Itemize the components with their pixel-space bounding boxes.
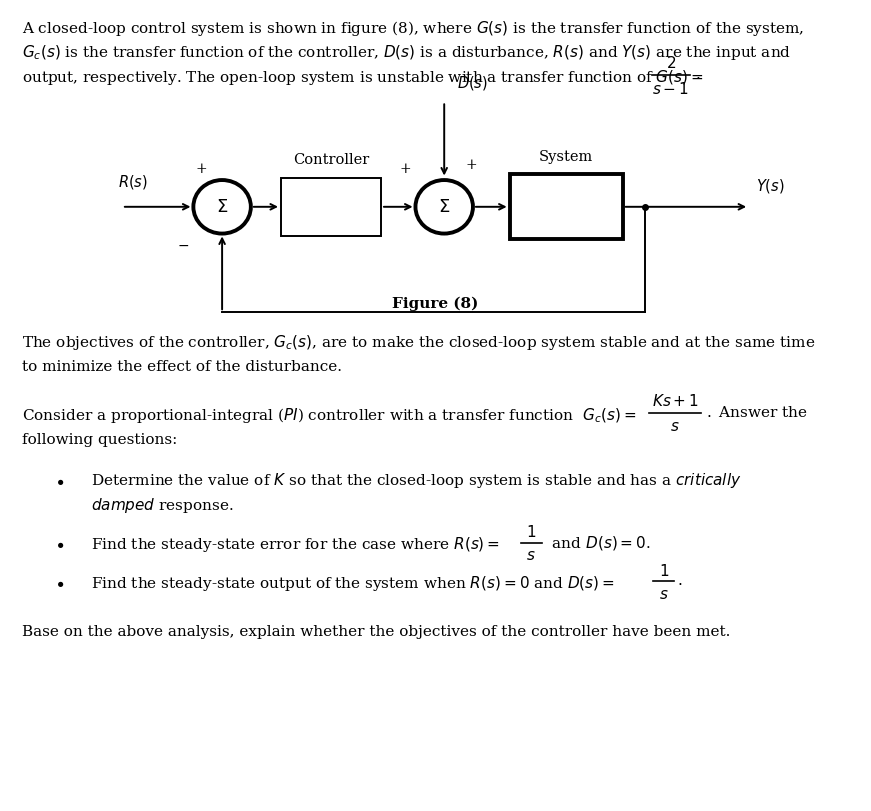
Text: $\bullet$: $\bullet$ bbox=[54, 574, 64, 592]
Text: $2$: $2$ bbox=[665, 55, 676, 71]
Text: $s$: $s$ bbox=[670, 420, 680, 435]
Text: $\mathit{damped}$ response.: $\mathit{damped}$ response. bbox=[91, 496, 234, 515]
Text: $D(s)$: $D(s)$ bbox=[457, 74, 489, 92]
Text: $\Sigma$: $\Sigma$ bbox=[216, 198, 228, 216]
Text: Find the steady-state error for the case where $R(s) =$: Find the steady-state error for the case… bbox=[91, 534, 501, 554]
Text: $1$: $1$ bbox=[526, 524, 537, 540]
Text: $.$: $.$ bbox=[677, 574, 686, 589]
Text: $\Sigma$: $\Sigma$ bbox=[438, 198, 450, 216]
Text: to minimize the effect of the disturbance.: to minimize the effect of the disturbanc… bbox=[22, 359, 341, 374]
Text: +: + bbox=[195, 162, 206, 176]
Text: +: + bbox=[466, 158, 477, 173]
FancyBboxPatch shape bbox=[280, 178, 381, 236]
Text: Find the steady-state output of the system when $R(s) = 0$ and $D(s) =$: Find the steady-state output of the syst… bbox=[91, 573, 615, 593]
Text: $.$: $.$ bbox=[695, 67, 705, 82]
Text: $s$: $s$ bbox=[658, 588, 669, 603]
Text: $Y(s)$: $Y(s)$ bbox=[756, 177, 785, 195]
Text: Determine the value of $K$ so that the closed-loop system is stable and has a $\: Determine the value of $K$ so that the c… bbox=[91, 471, 742, 491]
Text: following questions:: following questions: bbox=[22, 432, 177, 447]
Text: Controller: Controller bbox=[293, 152, 369, 167]
Text: $\bullet$: $\bullet$ bbox=[54, 472, 64, 490]
Text: $G_c(s)$: $G_c(s)$ bbox=[310, 196, 352, 217]
Text: $\bullet$: $\bullet$ bbox=[54, 535, 64, 553]
Text: $s - 1$: $s - 1$ bbox=[652, 81, 689, 97]
Text: System: System bbox=[539, 149, 593, 164]
Text: $s$: $s$ bbox=[526, 549, 537, 564]
Text: $.$ Answer the: $.$ Answer the bbox=[706, 406, 808, 420]
Text: $R(s)$: $R(s)$ bbox=[118, 173, 147, 191]
Text: Consider a proportional-integral ($PI$) controller with a transfer function  $G_: Consider a proportional-integral ($PI$) … bbox=[22, 406, 636, 425]
Text: A closed-loop control system is shown in figure (8), where $G(s)$ is the transfe: A closed-loop control system is shown in… bbox=[22, 19, 804, 38]
Text: $G_c(s)$ is the transfer function of the controller, $D(s)$ is a disturbance, $R: $G_c(s)$ is the transfer function of the… bbox=[22, 43, 791, 62]
Text: $G(s)$: $G(s)$ bbox=[549, 197, 584, 217]
Text: +: + bbox=[400, 162, 411, 176]
Text: and $D(s) = 0$.: and $D(s) = 0$. bbox=[547, 534, 651, 551]
Text: The objectives of the controller, $G_c(s)$, are to make the closed-loop system s: The objectives of the controller, $G_c(s… bbox=[22, 333, 815, 352]
Text: $-$: $-$ bbox=[177, 238, 189, 251]
Text: Figure (8): Figure (8) bbox=[392, 297, 479, 311]
Text: $Ks + 1$: $Ks + 1$ bbox=[652, 393, 699, 410]
Text: $1$: $1$ bbox=[658, 563, 669, 579]
Text: Base on the above analysis, explain whether the objectives of the controller hav: Base on the above analysis, explain whet… bbox=[22, 624, 730, 639]
Text: output, respectively. The open-loop system is unstable with a transfer function : output, respectively. The open-loop syst… bbox=[22, 67, 704, 87]
FancyBboxPatch shape bbox=[510, 174, 623, 239]
